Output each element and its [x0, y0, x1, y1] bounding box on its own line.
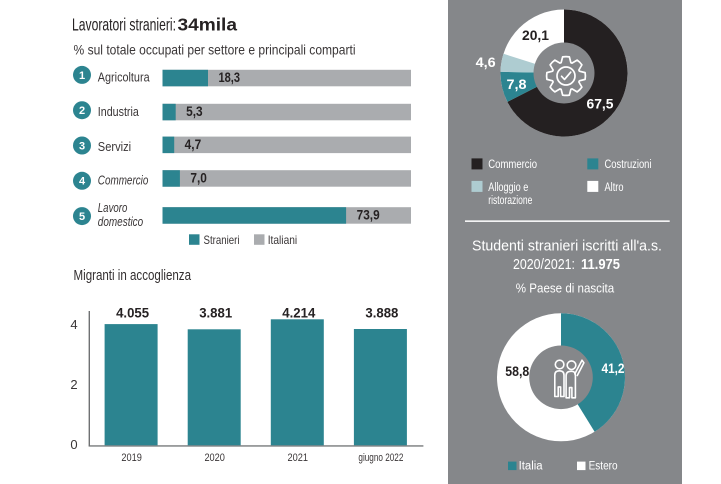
svg-text:Agricoltura: Agricoltura	[98, 69, 150, 84]
svg-text:3.881: 3.881	[199, 305, 232, 320]
svg-text:4: 4	[79, 176, 86, 188]
svg-text:Alloggio e: Alloggio e	[488, 180, 528, 194]
svg-text:Migranti in accoglienza: Migranti in accoglienza	[74, 268, 192, 284]
svg-text:5,3: 5,3	[186, 103, 203, 119]
svg-text:Italiani: Italiani	[268, 233, 298, 247]
svg-text:4,7: 4,7	[185, 136, 202, 152]
svg-text:Lavoratori stranieri:: Lavoratori stranieri:	[72, 15, 176, 35]
svg-text:2020/2021:: 2020/2021:	[513, 256, 575, 273]
svg-text:3.888: 3.888	[365, 305, 398, 320]
svg-text:Estero: Estero	[589, 460, 618, 472]
svg-text:3: 3	[79, 140, 85, 152]
svg-text:% sul totale occupati per sett: % sul totale occupati per settore e prin…	[74, 42, 356, 58]
svg-text:7,8: 7,8	[507, 77, 528, 92]
svg-text:41,2: 41,2	[602, 361, 625, 376]
svg-text:58,8: 58,8	[505, 364, 529, 379]
svg-text:1: 1	[79, 70, 85, 82]
svg-text:18,3: 18,3	[218, 69, 240, 85]
svg-text:0: 0	[70, 437, 77, 452]
svg-text:2: 2	[79, 105, 85, 117]
svg-text:Costruzioni: Costruzioni	[605, 157, 652, 171]
svg-text:Servizi: Servizi	[98, 139, 131, 154]
svg-text:73,9: 73,9	[357, 207, 380, 223]
svg-text:4.214: 4.214	[282, 305, 315, 320]
svg-text:11.975: 11.975	[581, 256, 620, 273]
svg-text:giugno 2022: giugno 2022	[358, 452, 403, 464]
svg-text:67,5: 67,5	[587, 96, 614, 111]
svg-text:Altro: Altro	[605, 180, 624, 194]
svg-text:Studenti stranieri iscritti al: Studenti stranieri iscritti all'a.s.	[472, 238, 662, 255]
svg-text:Lavoro: Lavoro	[98, 200, 128, 215]
svg-text:2021: 2021	[288, 452, 309, 464]
svg-text:2020: 2020	[204, 452, 225, 464]
svg-text:7,0: 7,0	[190, 170, 207, 186]
svg-text:ristorazione: ristorazione	[488, 193, 532, 207]
svg-text:4,6: 4,6	[476, 55, 497, 70]
svg-text:Commercio: Commercio	[98, 173, 149, 188]
svg-text:Industria: Industria	[98, 104, 140, 119]
svg-text:Commercio: Commercio	[488, 157, 537, 171]
svg-text:2: 2	[70, 377, 77, 392]
svg-text:4.055: 4.055	[116, 305, 149, 320]
svg-text:% Paese di nascita: % Paese di nascita	[516, 281, 615, 296]
svg-text:domestico: domestico	[98, 214, 143, 229]
svg-text:34mila: 34mila	[178, 15, 238, 35]
svg-text:2019: 2019	[121, 452, 142, 464]
svg-text:Stranieri: Stranieri	[204, 233, 240, 247]
svg-text:4: 4	[70, 317, 77, 332]
svg-text:Italia: Italia	[519, 460, 544, 472]
svg-text:20,1: 20,1	[522, 28, 549, 43]
svg-text:5: 5	[79, 211, 85, 223]
